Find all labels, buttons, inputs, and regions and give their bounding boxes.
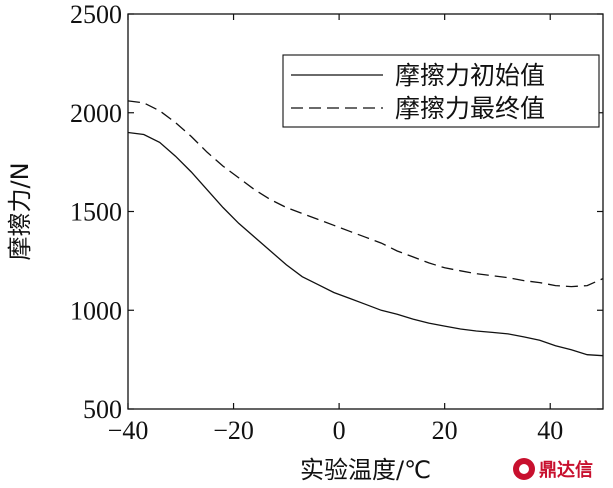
legend-label-1: 摩擦力初始值 (395, 61, 545, 90)
y-tick-label: 2000 (70, 99, 122, 128)
y-tick-label: 2500 (70, 0, 122, 29)
y-tick-label: 500 (83, 395, 122, 424)
watermark-logo-icon (513, 458, 535, 480)
y-axis-label: 摩擦力/N (6, 162, 34, 260)
watermark: 鼎达信 (513, 455, 593, 483)
series-line-2 (127, 100, 604, 288)
x-tick-label: 40 (537, 416, 563, 445)
legend-box (282, 54, 600, 128)
watermark-text: 鼎达信 (539, 460, 593, 481)
x-axis-label: 实验温度/℃ (300, 456, 431, 484)
legend-label-2: 摩擦力最终值 (395, 94, 545, 123)
x-tick-label: 20 (432, 416, 458, 445)
y-tick-label: 1500 (70, 198, 122, 227)
x-tick-label: −40 (108, 416, 149, 445)
x-tick-label: −20 (213, 416, 254, 445)
x-tick-label: 0 (333, 416, 346, 445)
plot-area (127, 100, 604, 357)
axes: −40 −20 0 20 40 500 1000 1500 2000 2500 (70, 0, 604, 445)
series-line-1 (127, 131, 604, 357)
y-tick-label: 1000 (70, 296, 122, 325)
